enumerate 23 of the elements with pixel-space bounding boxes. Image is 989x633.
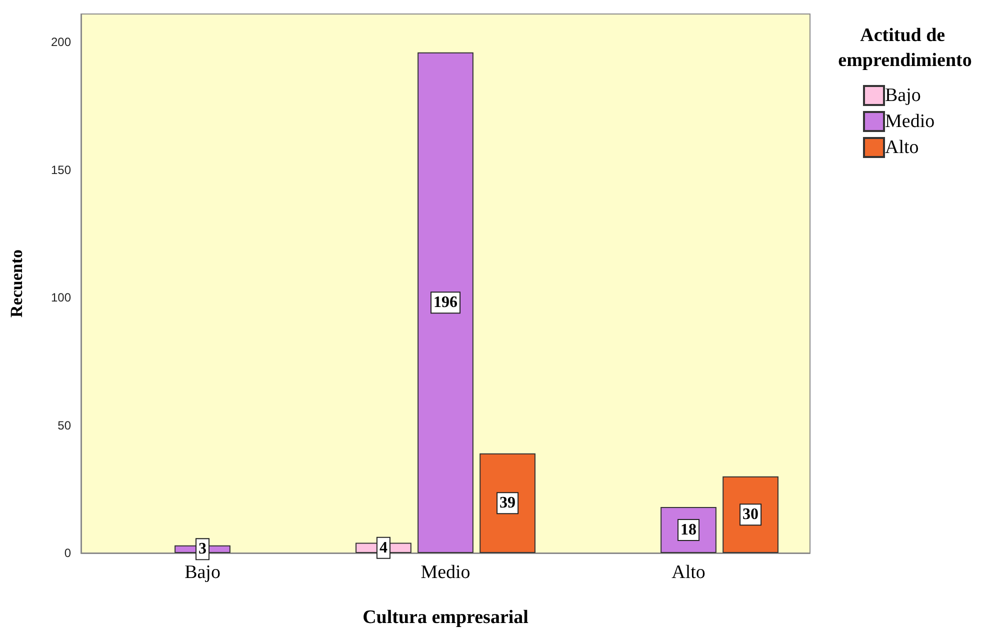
y-tick-label: 0 — [64, 546, 72, 560]
data-label: 39 — [500, 494, 516, 512]
data-label: 4 — [379, 539, 388, 556]
legend-label: Alto — [885, 137, 919, 158]
legend-label: Medio — [885, 111, 935, 132]
data-label: 196 — [434, 294, 458, 312]
bar — [722, 476, 778, 553]
x-axis-title: Cultura empresarial — [362, 607, 528, 628]
legend-label: Bajo — [885, 85, 921, 106]
y-tick-label: 200 — [50, 35, 72, 50]
x-tick-label: Bajo — [184, 562, 220, 583]
bar — [480, 453, 536, 553]
x-tick-label: Alto — [672, 562, 706, 583]
legend-title: Actitud de emprendimiento — [838, 25, 972, 71]
data-label: 18 — [680, 522, 696, 539]
data-label: 30 — [742, 506, 759, 524]
data-label: 3 — [198, 540, 206, 558]
y-tick-label: 50 — [58, 418, 72, 432]
y-axis-title: Recuento — [7, 250, 26, 318]
y-tick-label: 150 — [50, 162, 72, 177]
y-tick-label: 100 — [50, 290, 72, 305]
x-tick-label: Medio — [420, 562, 470, 583]
bar — [418, 52, 474, 553]
